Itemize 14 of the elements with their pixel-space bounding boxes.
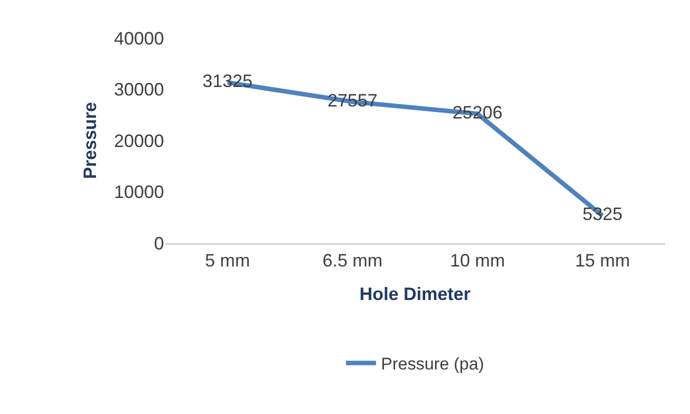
- x-tick-label: 10 mm: [450, 250, 506, 270]
- x-tick-label: 6.5 mm: [322, 250, 383, 270]
- y-tick-label: 40000: [114, 28, 164, 48]
- y-tick-label: 0: [154, 233, 164, 254]
- data-label: 5325: [582, 204, 623, 224]
- x-tick-label: 5 mm: [205, 250, 250, 270]
- y-tick-label: 10000: [114, 182, 164, 202]
- x-tick-label: 15 mm: [574, 250, 630, 270]
- legend-label: Pressure (pa): [381, 354, 484, 374]
- x-axis-title: Hole Dimeter: [359, 284, 471, 304]
- data-label: 31325: [202, 70, 253, 91]
- y-tick-label: 20000: [114, 130, 164, 151]
- y-axis-title: Pressure: [80, 102, 100, 180]
- y-tick-label: 30000: [114, 80, 164, 100]
